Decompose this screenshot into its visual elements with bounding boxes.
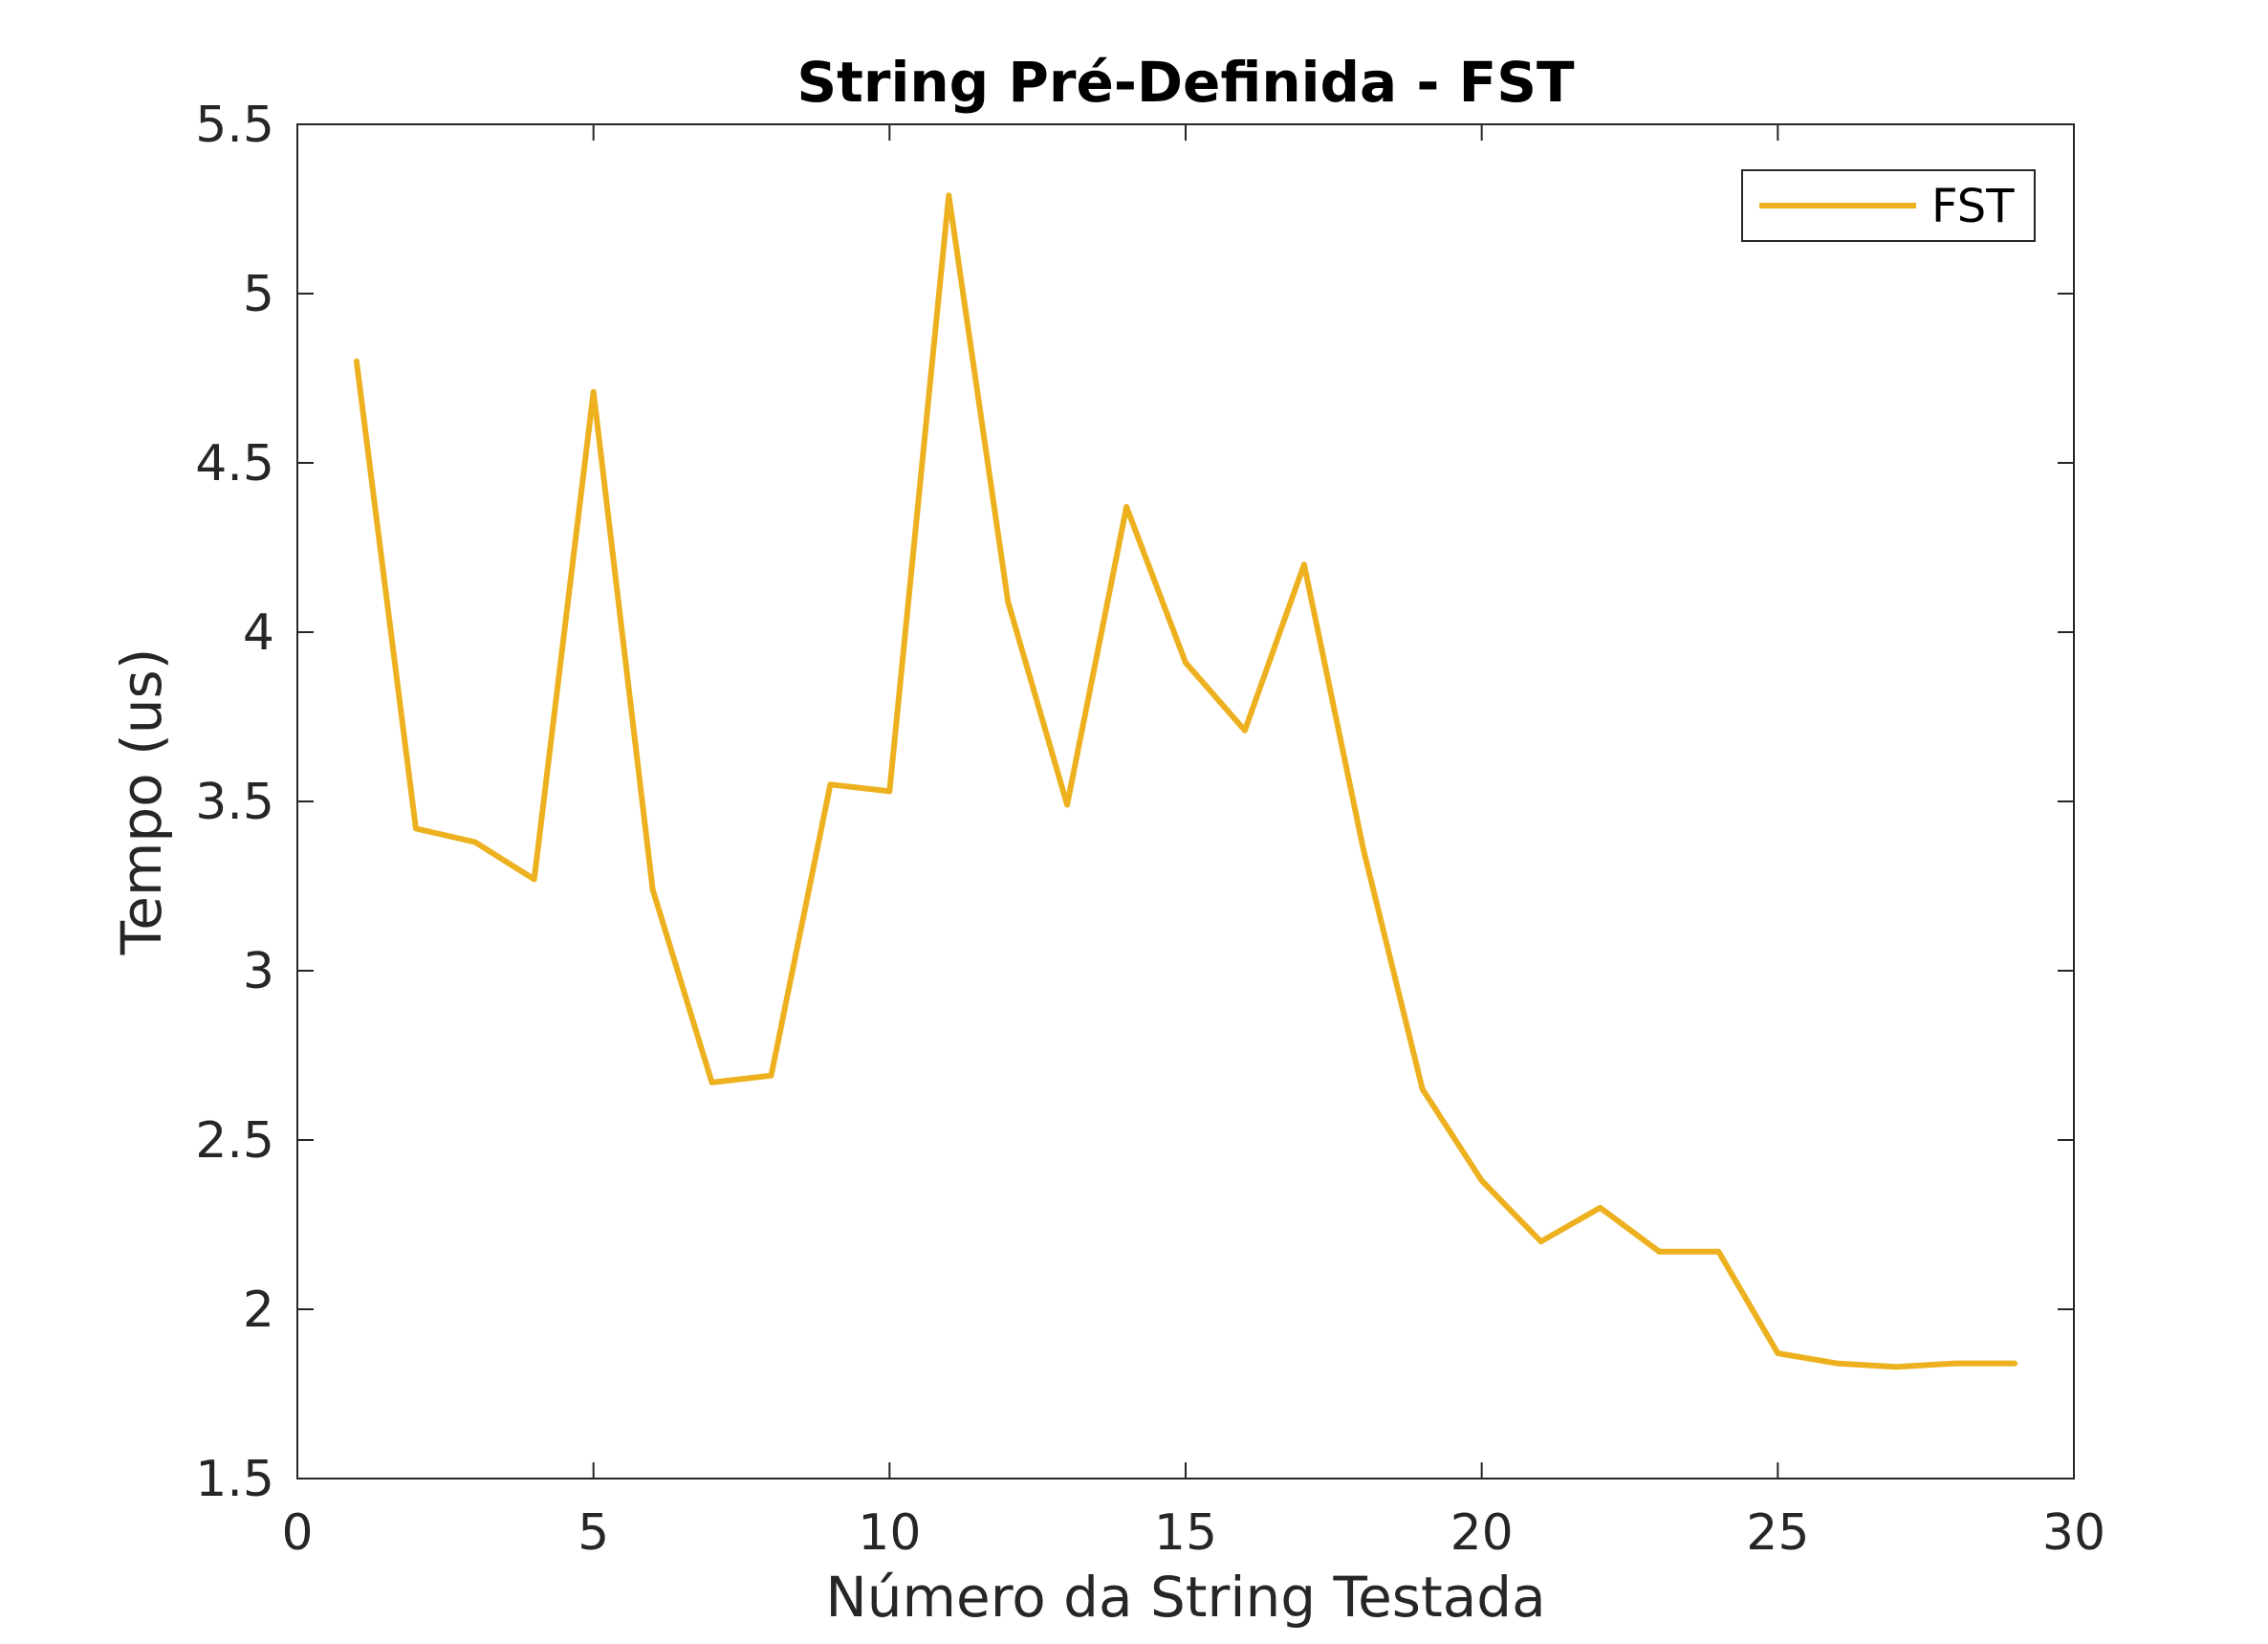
y-tick-label: 4.5 <box>195 435 274 493</box>
y-tick-label: 5 <box>243 266 274 323</box>
plot-frame <box>296 123 2075 1480</box>
x-tick-label: 5 <box>578 1504 609 1562</box>
chart-title: String Pré-Definida - FST <box>796 50 1575 115</box>
y-axis: 1.5 2 2.5 3 3.5 4 4.5 5 5.5 <box>195 97 2074 1508</box>
x-tick-label: 15 <box>1154 1504 1217 1562</box>
y-tick-label: 3 <box>243 943 274 1000</box>
x-tick-label: 30 <box>2042 1504 2105 1562</box>
x-tick-label: 10 <box>858 1504 921 1562</box>
y-tick-label: 5.5 <box>195 97 274 154</box>
x-axis-label: Número da String Testada <box>825 1565 1545 1630</box>
plot-area <box>296 123 2075 1480</box>
y-axis-label: Tempo (us) <box>109 648 174 956</box>
legend: FST <box>1741 169 2036 242</box>
x-tick-label: 0 <box>281 1504 313 1562</box>
series-layer <box>353 192 2018 1370</box>
y-tick-label: 3.5 <box>195 774 274 831</box>
x-tick-label: 25 <box>1746 1504 1809 1562</box>
y-tick-label: 4 <box>243 604 274 662</box>
x-axis: 0 5 10 15 20 25 30 <box>281 124 2105 1562</box>
series-line <box>353 192 2018 1370</box>
y-tick-label: 2.5 <box>195 1112 274 1170</box>
y-tick-label: 2 <box>243 1282 274 1339</box>
legend-label: FST <box>1931 180 2015 233</box>
y-tick-label: 1.5 <box>195 1451 274 1508</box>
x-tick-label: 20 <box>1450 1504 1514 1562</box>
